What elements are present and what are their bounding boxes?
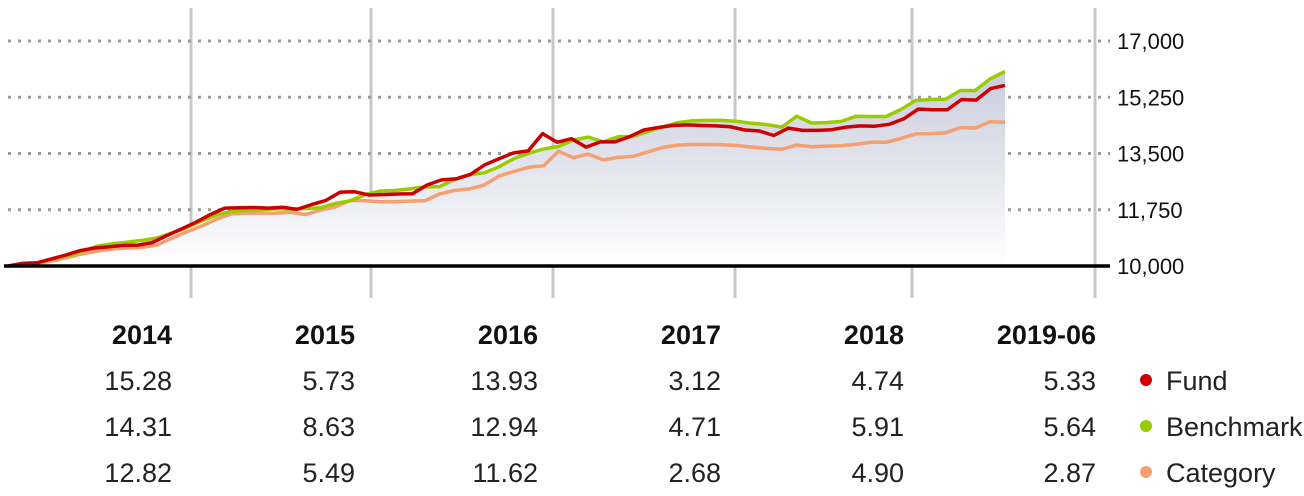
category-return: 12.82 — [104, 457, 172, 488]
legend-category: Category — [1096, 450, 1303, 496]
year-header-row: 2014 2015 2016 2017 2018 2019-06 — [0, 312, 1303, 358]
legend-fund: Fund — [1096, 358, 1303, 404]
y-tick-label: 15,250 — [1117, 85, 1184, 110]
benchmark-return: 12.94 — [470, 411, 538, 442]
year-header: 2015 — [294, 319, 355, 350]
category-return: 2.87 — [1043, 457, 1096, 488]
benchmark-return: 14.31 — [104, 411, 172, 442]
y-tick-label: 13,500 — [1117, 142, 1184, 167]
benchmark-return: 5.64 — [1043, 411, 1096, 442]
benchmark-return: 4.71 — [668, 411, 721, 442]
legend-benchmark: Benchmark — [1096, 404, 1303, 450]
benchmark-row: 14.31 8.63 12.94 4.71 5.91 5.64 Benchmar… — [0, 404, 1303, 450]
fund-return: 5.33 — [1043, 365, 1096, 396]
benchmark-return: 8.63 — [302, 411, 355, 442]
category-row: 12.82 5.49 11.62 2.68 4.90 2.87 Category — [0, 450, 1303, 496]
year-header: 2019-06 — [996, 319, 1096, 350]
y-axis-labels: 10,000 11,750 13,500 15,250 17,000 — [1117, 29, 1184, 279]
category-return: 4.90 — [851, 457, 904, 488]
fund-return: 13.93 — [470, 365, 538, 396]
year-header: 2016 — [477, 319, 538, 350]
benchmark-return: 5.91 — [851, 411, 904, 442]
fund-return: 5.73 — [302, 365, 355, 396]
legend-label: Fund — [1166, 365, 1228, 396]
legend-label: Benchmark — [1166, 411, 1303, 442]
y-tick-label: 17,000 — [1117, 29, 1184, 54]
category-dot-icon — [1140, 466, 1152, 479]
legend-header — [1096, 312, 1303, 358]
fund-return: 3.12 — [668, 365, 721, 396]
category-return: 11.62 — [472, 457, 538, 488]
series-line-fund — [7, 83, 1006, 268]
fund-area-fill — [8, 71, 1005, 266]
year-header: 2014 — [111, 319, 172, 350]
category-return: 2.68 — [668, 457, 721, 488]
annual-returns-table: 2014 2015 2016 2017 2018 2019-06 15.28 5… — [0, 312, 1303, 496]
fund-return: 15.28 — [104, 365, 172, 396]
fund-return: 4.74 — [851, 365, 904, 396]
y-tick-label: 10,000 — [1117, 254, 1184, 279]
legend-label: Category — [1166, 457, 1276, 488]
y-tick-label: 11,750 — [1117, 198, 1183, 223]
fund-row: 15.28 5.73 13.93 3.12 4.74 5.33 Fund — [0, 358, 1303, 404]
year-header: 2018 — [843, 319, 904, 350]
fund-dot-icon — [1140, 374, 1152, 387]
category-return: 5.49 — [302, 457, 355, 488]
series-line-category — [7, 119, 1006, 268]
benchmark-dot-icon — [1140, 420, 1152, 433]
series-lines — [7, 69, 1006, 268]
growth-chart: 10,000 11,750 13,500 15,250 17,000 — [4, 8, 1184, 298]
year-header: 2017 — [660, 319, 721, 350]
